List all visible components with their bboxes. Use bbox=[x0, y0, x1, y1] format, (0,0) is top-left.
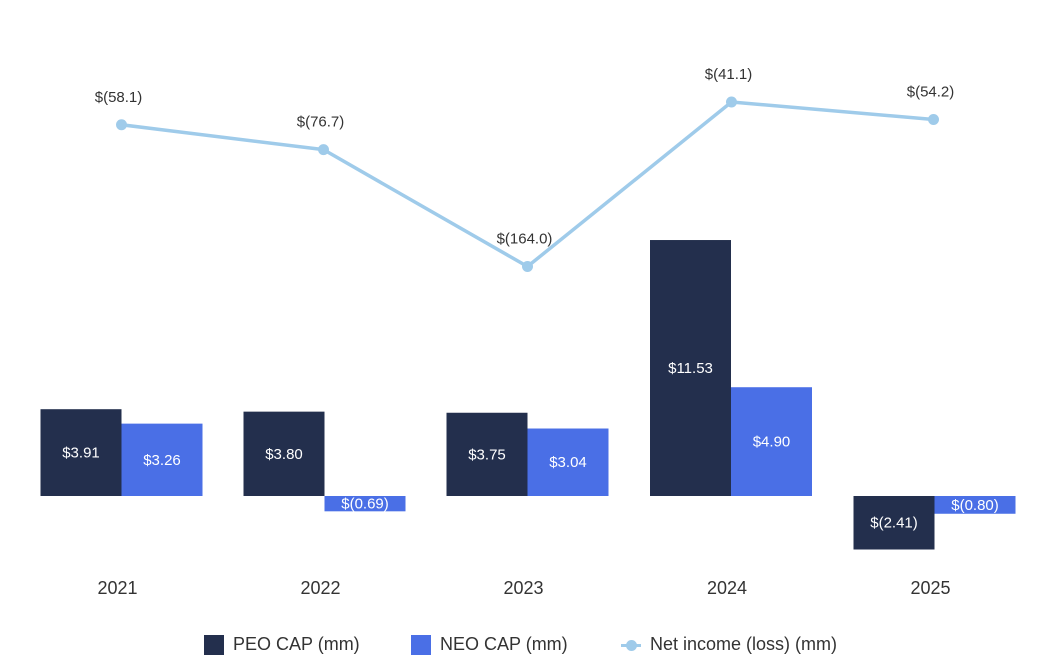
legend-label-neo: NEO CAP (mm) bbox=[440, 634, 568, 654]
x-tick-2025: 2025 bbox=[910, 578, 950, 598]
bar-layer: $3.91 $3.26 $3.80 $(0.69) $3.75 $3.04 $11.53 $4… bbox=[40, 240, 1016, 550]
legend-swatch-peo bbox=[204, 634, 224, 655]
legend-item-net-income: Net income (loss) (mm) bbox=[621, 634, 837, 655]
net-income-point-2025 bbox=[928, 114, 939, 126]
net-income-point-2022 bbox=[318, 144, 329, 156]
neo-bar-label-2023: $3.04 bbox=[549, 454, 587, 471]
peo-bar-2021 bbox=[40, 409, 122, 496]
neo-bar-2024 bbox=[731, 387, 812, 496]
net-income-point-2024 bbox=[726, 96, 737, 108]
x-tick-2022: 2022 bbox=[300, 578, 340, 598]
neo-bar-label-2022: $(0.69) bbox=[341, 496, 389, 513]
neo-bar-2025 bbox=[934, 496, 1016, 514]
peo-bar-2023 bbox=[446, 412, 528, 496]
legend-label-net-income: Net income (loss) (mm) bbox=[650, 634, 838, 654]
net-income-label-2025: $(54.2) bbox=[907, 84, 955, 101]
x-tick-2023: 2023 bbox=[503, 578, 543, 598]
net-income-label-2023: $(164.0) bbox=[497, 231, 553, 248]
neo-bar-label-2024: $4.90 bbox=[753, 434, 791, 451]
neo-bar-2021 bbox=[121, 423, 203, 496]
peo-bar-label-2025: $(2.41) bbox=[870, 515, 918, 532]
net-income-point-2023 bbox=[522, 261, 533, 273]
legend: PEO CAP (mm) NEO CAP (mm) Net income (lo… bbox=[0, 634, 1056, 658]
legend-swatch-neo bbox=[411, 634, 431, 655]
peo-bar-label-2024: $11.53 bbox=[668, 360, 713, 377]
legend-item-peo: PEO CAP (mm) bbox=[204, 634, 360, 655]
peo-bar-label-2021: $3.91 bbox=[62, 445, 100, 462]
neo-bar-2023 bbox=[527, 428, 609, 496]
x-tick-2021: 2021 bbox=[97, 578, 137, 598]
neo-bar-label-2025: $(0.80) bbox=[951, 497, 999, 514]
net-income-label-2024: $(41.1) bbox=[705, 66, 753, 83]
legend-label-peo: PEO CAP (mm) bbox=[233, 634, 360, 654]
net-income-label-2021: $(58.1) bbox=[95, 89, 143, 106]
x-axis-ticks: 2021 2022 2023 2024 2025 bbox=[97, 578, 950, 598]
legend-item-neo: NEO CAP (mm) bbox=[411, 634, 568, 655]
legend-swatch-net-income bbox=[621, 635, 641, 655]
line-layer: $(58.1) $(76.7) $(164.0) $(41.1) $(54.2) bbox=[95, 66, 955, 273]
peo-bar-label-2022: $3.80 bbox=[265, 446, 303, 463]
net-income-label-2022: $(76.7) bbox=[297, 114, 345, 131]
peo-bar-2025 bbox=[853, 496, 935, 550]
x-tick-2024: 2024 bbox=[707, 578, 747, 598]
neo-bar-2022 bbox=[324, 496, 406, 512]
peo-bar-label-2023: $3.75 bbox=[468, 446, 506, 463]
peo-bar-2022 bbox=[243, 411, 325, 496]
neo-bar-label-2021: $3.26 bbox=[143, 452, 181, 469]
peo-bar-2024 bbox=[650, 240, 731, 496]
net-income-point-2021 bbox=[116, 119, 127, 131]
